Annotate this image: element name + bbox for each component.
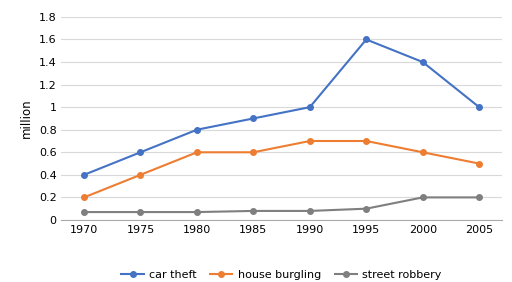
house burgling: [476, 162, 482, 165]
Line: car theft: car theft: [81, 37, 482, 178]
car theft: [363, 38, 369, 41]
car theft: [420, 60, 426, 64]
car theft: [137, 151, 143, 154]
street robbery: [194, 210, 200, 214]
car theft: [476, 105, 482, 109]
street robbery: [81, 210, 87, 214]
Y-axis label: million: million: [20, 99, 33, 138]
house burgling: [250, 151, 257, 154]
house burgling: [81, 196, 87, 199]
street robbery: [476, 196, 482, 199]
car theft: [307, 105, 313, 109]
street robbery: [420, 196, 426, 199]
street robbery: [250, 209, 257, 213]
house burgling: [194, 151, 200, 154]
Line: street robbery: street robbery: [81, 195, 482, 215]
car theft: [81, 173, 87, 177]
street robbery: [307, 209, 313, 213]
car theft: [250, 117, 257, 120]
Legend: car theft, house burgling, street robbery: car theft, house burgling, street robber…: [121, 270, 442, 280]
Line: house burgling: house burgling: [81, 138, 482, 200]
house burgling: [363, 139, 369, 143]
house burgling: [307, 139, 313, 143]
street robbery: [137, 210, 143, 214]
house burgling: [137, 173, 143, 177]
street robbery: [363, 207, 369, 210]
car theft: [194, 128, 200, 131]
house burgling: [420, 151, 426, 154]
